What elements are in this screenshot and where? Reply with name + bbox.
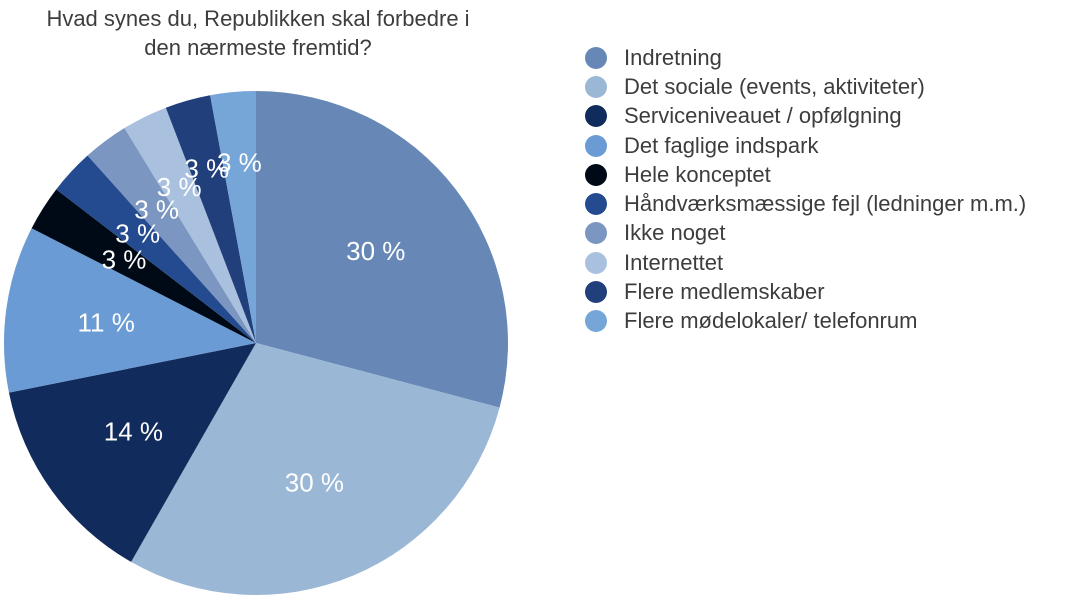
legend-label: Det faglige indspark [624, 132, 819, 158]
pie-slice-label-1: 30 % [346, 236, 405, 266]
pie-slice-9 [165, 95, 256, 344]
legend-swatch-icon [585, 46, 607, 69]
pie-slice-7 [87, 128, 256, 343]
legend-swatch-icon [585, 251, 607, 274]
pie-slice-1 [256, 91, 509, 408]
legend-item: Håndværksmæssige fejl (ledninger m.m.) [585, 189, 1026, 218]
chart-title-line-2: den nærmeste fremtid? [144, 35, 372, 60]
pie-slice-labels: 30 %30 %14 %11 %3 %3 %3 %3 %3 %3 % [78, 147, 406, 497]
pie-chart: 30 %30 %14 %11 %3 %3 %3 %3 %3 %3 % [4, 91, 509, 596]
legend-item: Flere medlemskaber [585, 277, 1026, 306]
pie-slice-label-5: 3 % [102, 244, 147, 274]
pie-slice-5 [31, 189, 256, 343]
pie-slice-label-8: 3 % [157, 172, 202, 202]
legend-swatch-icon [585, 222, 607, 245]
pie-slice-label-2: 30 % [285, 468, 344, 498]
chart-title: Hvad synes du, Republikken skal forbedre… [0, 4, 516, 62]
legend-swatch-icon [585, 281, 607, 304]
legend-swatch-icon [585, 193, 607, 216]
legend-swatch-icon [585, 105, 607, 128]
pie-slice-label-3: 14 % [104, 417, 163, 447]
pie-slice-3 [8, 343, 256, 562]
pie-slice-2 [131, 343, 500, 596]
legend-item: Serviceniveauet / opfølgning [585, 102, 1026, 131]
pie-slice-label-7: 3 % [134, 195, 179, 225]
pie-slice-8 [124, 107, 257, 343]
legend-label: Håndværksmæssige fejl (ledninger m.m.) [624, 191, 1027, 217]
pie-slice-label-9: 3 % [184, 153, 229, 183]
legend-label: Ikke noget [624, 220, 726, 246]
legend-label: Indretning [624, 44, 722, 70]
legend-label: Flere mødelokaler/ telefonrum [624, 308, 918, 334]
legend-label: Flere medlemskaber [624, 279, 825, 305]
legend-label: Hele konceptet [624, 161, 771, 187]
legend-item: Det sociale (events, aktiviteter) [585, 72, 1026, 101]
legend: Indretning Det sociale (events, aktivitet… [585, 43, 1026, 336]
legend-item: Det faglige indspark [585, 131, 1026, 160]
pie-slice-label-10: 3 % [217, 147, 262, 177]
pie-slice-4 [4, 228, 256, 393]
chart-title-line-1: Hvad synes du, Republikken skal forbedre… [46, 6, 470, 31]
legend-item: Hele konceptet [585, 160, 1026, 189]
pie-slice-6 [56, 155, 256, 343]
legend-swatch-icon [585, 310, 607, 333]
legend-swatch-icon [585, 163, 607, 186]
pie-slice-10 [210, 91, 256, 343]
legend-item: Flere mødelokaler/ telefonrum [585, 307, 1026, 336]
legend-swatch-icon [585, 75, 607, 98]
legend-item: Ikke noget [585, 219, 1026, 248]
pie-slice-label-4: 11 % [78, 307, 135, 337]
legend-item: Indretning [585, 43, 1026, 72]
pie-slices [4, 91, 509, 596]
legend-swatch-icon [585, 134, 607, 157]
legend-item: Internettet [585, 248, 1026, 277]
legend-label: Internettet [624, 249, 724, 275]
legend-label: Serviceniveauet / opfølgning [624, 103, 902, 129]
pie-slice-label-6: 3 % [115, 218, 160, 248]
legend-label: Det sociale (events, aktiviteter) [624, 73, 925, 99]
